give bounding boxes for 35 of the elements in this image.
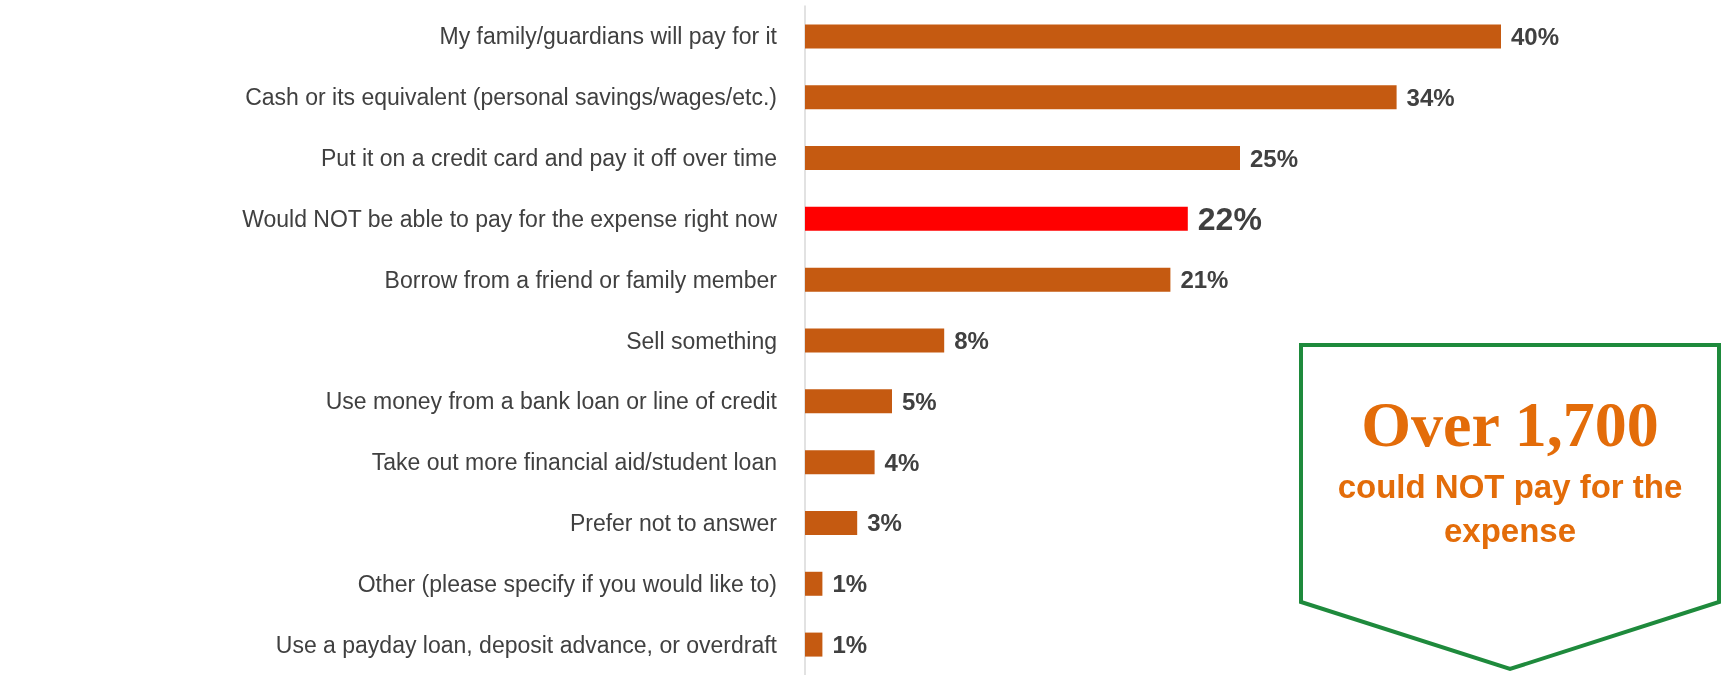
bar	[805, 510, 858, 535]
y-tick-label: Other (please specify if you would like to)	[357, 570, 777, 597]
bar	[805, 146, 1240, 171]
y-tick-label: Borrow from a friend or family member	[384, 266, 778, 293]
y-tick-label: Would NOT be able to pay for the expense right now	[242, 205, 778, 232]
bar	[805, 267, 1171, 292]
y-tick-label: Put it on a credit card and pay it off over time	[321, 145, 777, 172]
y-tick-label: Use money from a bank loan or line of credit	[325, 388, 778, 415]
data-label: 3%	[867, 509, 902, 537]
y-tick-label: Prefer not to answer	[569, 509, 778, 536]
data-label: 21%	[1180, 266, 1229, 294]
data-label: 22%	[1197, 200, 1262, 237]
annotation: Over 1,700	[1360, 389, 1660, 460]
bar	[805, 328, 945, 353]
bar	[805, 206, 1188, 231]
data-label: 25%	[1250, 144, 1299, 172]
bar	[805, 450, 875, 475]
y-tick-label: Cash or its equivalent (personal savings/wages/etc.)	[245, 84, 777, 111]
data-label: 5%	[902, 387, 937, 415]
data-label: 40%	[1511, 22, 1560, 50]
y-tick-label: My family/guardians will pay for it	[439, 23, 778, 50]
data-label: 1%	[832, 570, 868, 598]
bar	[805, 389, 892, 414]
data-label: 34%	[1406, 83, 1455, 111]
data-label: 4%	[884, 448, 920, 476]
y-tick-label: Take out more financial aid/student loan	[371, 449, 777, 476]
data-label: 1%	[832, 631, 868, 659]
bar	[805, 24, 1501, 49]
bar	[805, 571, 823, 596]
bar	[805, 85, 1397, 110]
y-tick-label: Use a payday loan, deposit advance, or overdraft	[275, 631, 778, 658]
data-label: 8%	[954, 327, 989, 354]
annotation: could NOT pay for the expense	[1336, 467, 1684, 551]
bar	[805, 632, 823, 657]
y-tick-label: Sell something	[626, 327, 777, 354]
